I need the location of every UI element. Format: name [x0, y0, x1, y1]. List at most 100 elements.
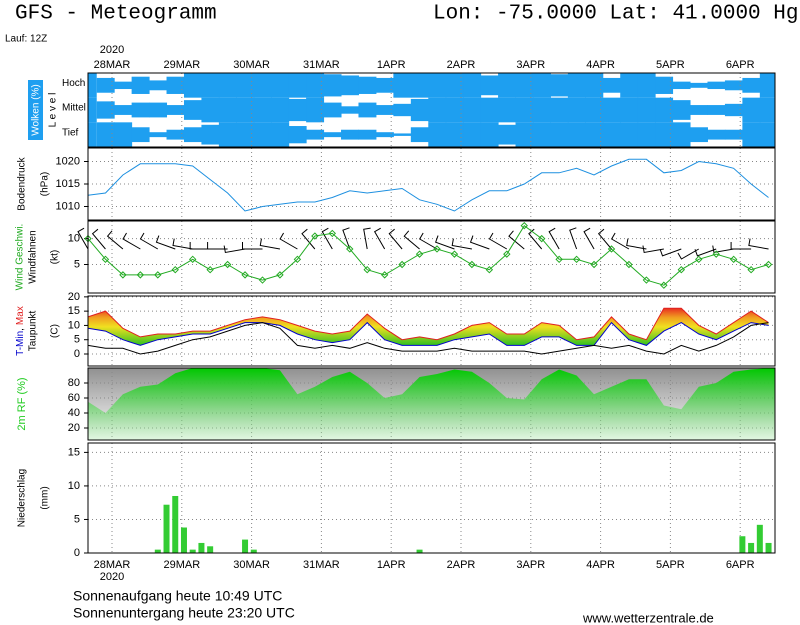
wind-marker — [188, 255, 197, 264]
cloud-cover — [88, 73, 97, 98]
date-label: 3APR — [516, 559, 545, 571]
wind-marker — [311, 232, 319, 240]
panel-frame — [87, 147, 776, 221]
wind-barb — [242, 242, 263, 250]
wind-marker — [450, 250, 459, 258]
wind-marker — [590, 260, 598, 269]
cloud-cover — [341, 129, 359, 140]
cloud-cover — [375, 132, 394, 138]
cloud-cover — [131, 102, 150, 118]
level-label: Hoch — [62, 78, 85, 89]
cloud-cover — [480, 122, 499, 147]
cloud-cover — [341, 106, 359, 114]
cloud-cover — [166, 105, 185, 115]
cloud-cover — [393, 73, 412, 98]
y-tick-label: 5 — [74, 334, 80, 346]
y-tick-label: 10 — [68, 480, 80, 492]
wind-barb — [403, 230, 420, 250]
wind-barb — [694, 248, 717, 257]
cloud-cover — [550, 122, 569, 147]
wind-marker — [398, 260, 406, 269]
cloud-cover — [515, 97, 534, 123]
cloud-cover — [463, 73, 482, 98]
y-tick-label: 15 — [68, 446, 80, 458]
y-tick-label: 40 — [68, 407, 80, 419]
y-tick-label: 10 — [68, 233, 80, 245]
wind-marker — [747, 265, 755, 274]
date-label: 5APR — [656, 559, 685, 571]
wind-barb — [259, 238, 281, 250]
cloud-cover — [742, 97, 761, 123]
wind-marker — [433, 245, 441, 253]
cloud-cover — [637, 97, 656, 123]
location: Lon: -75.0000 Lat: 41.0000 Hgt: — [433, 3, 800, 26]
y-tick-label: 5 — [74, 258, 80, 270]
cloud-cover — [550, 74, 569, 97]
cloud-cover — [323, 132, 342, 138]
axis-label: Taupunkt — [28, 310, 39, 351]
wind-barb — [642, 245, 664, 254]
series-name: Max — [15, 306, 26, 325]
axis-label: (hPa) — [40, 172, 51, 196]
y-tick-label: 1020 — [56, 155, 80, 167]
wind-marker — [276, 271, 284, 279]
precip-bar — [154, 549, 161, 553]
cloud-cover — [410, 73, 429, 98]
cloud-cover — [515, 122, 534, 147]
cloud-cover — [567, 122, 586, 147]
y-tick-label: 0 — [74, 348, 80, 360]
axis-label: T-Min, Max — [15, 306, 26, 356]
wind-marker — [363, 265, 371, 274]
wind-marker — [660, 281, 668, 289]
cloud-cover — [759, 97, 775, 123]
cloud-cover — [602, 77, 621, 93]
temperature-line — [87, 321, 769, 346]
wind-barb — [122, 232, 141, 250]
cloud-cover — [253, 97, 272, 123]
pressure-line — [87, 158, 769, 212]
wind-marker — [415, 250, 424, 258]
y-tick-label: 0 — [74, 547, 80, 559]
cloud-cover — [707, 129, 726, 140]
series-name: T-Min — [15, 331, 26, 356]
wind-barb — [223, 245, 246, 254]
wind-barb — [451, 238, 472, 250]
axis-label: Wolken (%) — [31, 84, 42, 136]
cloud-cover — [707, 81, 726, 90]
cloud-cover — [585, 122, 604, 147]
wind-marker — [293, 255, 302, 264]
cloud-cover — [201, 97, 220, 123]
precip-bar — [163, 504, 170, 553]
wind-barb — [677, 248, 700, 260]
wind-barb — [373, 227, 386, 250]
wind-barb — [279, 232, 298, 250]
axis-label: (C) — [50, 324, 61, 338]
date-label: 31MAR — [303, 59, 340, 71]
cloud-cover — [724, 103, 743, 117]
wind-speed-line — [87, 224, 769, 286]
cloud-cover — [637, 122, 656, 147]
y-tick-label: 10 — [68, 319, 80, 331]
wind-barb — [106, 230, 124, 250]
cloud-cover — [358, 129, 377, 140]
wind-marker — [380, 271, 389, 279]
axis-label: (kt) — [50, 250, 61, 264]
wind-barb — [626, 238, 647, 250]
cloud-cover — [166, 129, 185, 140]
cloud-cover — [253, 122, 272, 147]
wind-marker — [712, 250, 720, 258]
wind-marker — [258, 276, 267, 284]
cloud-cover — [637, 73, 656, 98]
cloud-cover — [236, 97, 255, 123]
axis-label: (mm) — [40, 486, 51, 509]
wind-barb — [748, 238, 769, 250]
axis-label: Niederschlag — [17, 469, 28, 527]
cloud-cover — [236, 73, 255, 98]
y-tick-label: 60 — [68, 392, 80, 404]
axis-label: Windfahnen — [28, 230, 39, 283]
date-label: 6APR — [726, 559, 755, 571]
date-label: 1APR — [377, 559, 406, 571]
precip-bar — [172, 495, 179, 553]
cloud-cover — [585, 97, 604, 123]
precip-bar — [748, 542, 755, 553]
